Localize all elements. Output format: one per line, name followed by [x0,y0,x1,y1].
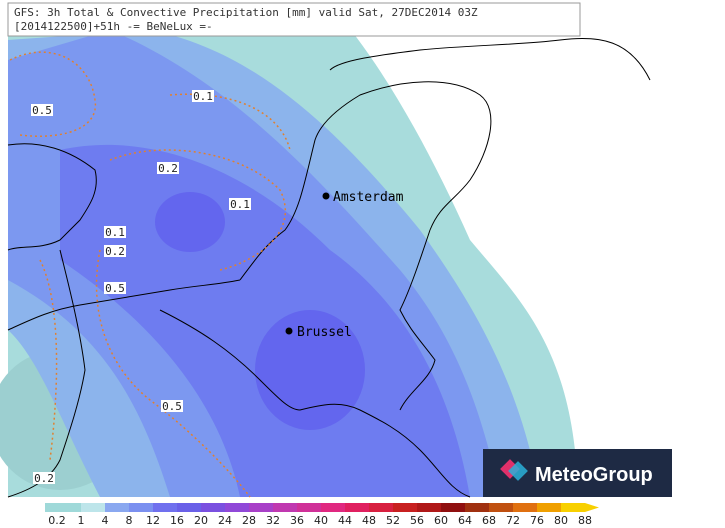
colorbar-label: 32 [266,514,280,527]
precip-field [0,5,578,497]
header-line: GFS: 3h Total & Convective Precipitation… [14,6,478,19]
colorbar-segment [105,503,129,512]
contour-label: 0.2 [105,245,125,258]
logo-text: MeteoGroup [535,464,653,486]
colorbar-label: 64 [458,514,472,527]
colorbar-label: 12 [146,514,160,527]
colorbar-label: 28 [242,514,256,527]
contour-label-bg [104,226,126,238]
colorbar-label: 44 [338,514,352,527]
contour-label: 0.5 [105,282,125,295]
header: GFS: 3h Total & Convective Precipitation… [7,2,581,37]
header-line: [2014122500]+51h -= BeNeLux =- [14,20,213,33]
contour-label: 0.1 [193,90,213,103]
contour-label: 0.1 [105,226,125,239]
colorbar-segment [441,503,465,512]
contour-label-bg [192,90,214,102]
contour-label-bg [104,245,126,257]
colorbar-label: 68 [482,514,496,527]
colorbar-label: 40 [314,514,328,527]
colorbar-segment [369,503,393,512]
contour-label-bg [157,162,179,174]
colorbar-label: 4 [102,514,109,527]
colorbar-label: 72 [506,514,520,527]
colorbar-segment [345,503,369,512]
colorbar-arrow [585,503,599,512]
colorbar-label: 1 [78,514,85,527]
cities: Amsterdam Brussel [285,190,404,340]
city-label: Brussel [297,325,352,340]
colorbar-label: 36 [290,514,304,527]
colorbar-label: 60 [434,514,448,527]
colorbar-segment [465,503,489,512]
colorbar-label: 76 [530,514,544,527]
city-dot [285,327,293,335]
colorbar: 0.2 1 4 8 12 16 20 24 28 32 36 40 44 48 52 56 60 64 68 72 76… [45,503,599,527]
contours [9,51,291,498]
colorbar-segment [393,503,417,512]
colorbar-label: 48 [362,514,376,527]
colorbar-label: 88 [578,514,592,527]
colorbar-label: 16 [170,514,184,527]
contour-labels: 0.5 0.1 0.2 0.1 0.1 0.2 0.5 0.5 0.2 [31,90,251,485]
colorbar-segment [537,503,561,512]
colorbar-label: 8 [126,514,133,527]
colorbar-segment [153,503,177,512]
contour-label-bg [31,104,53,116]
colorbar-label: 80 [554,514,568,527]
colorbar-segment [321,503,345,512]
coastlines [7,37,651,498]
colorbar-segment [417,503,441,512]
colorbar-segment [249,503,273,512]
colorbar-label: 24 [218,514,232,527]
header-box [7,2,581,37]
colorbar-label: 52 [386,514,400,527]
contour-label-bg [104,282,126,294]
colorbar-segment [201,503,225,512]
colorbar-label: 20 [194,514,208,527]
colorbar-segment [561,503,585,512]
contour-label-bg [161,400,183,412]
contour-label: 0.5 [162,400,182,413]
city-dot [322,192,330,200]
colorbar-segment [297,503,321,512]
contour-label: 0.5 [32,104,52,117]
colorbar-segment [45,503,81,512]
city-label: Amsterdam [333,190,404,205]
colorbar-segment [489,503,513,512]
logo: MeteoGroup [483,449,672,497]
colorbar-segment [513,503,537,512]
colorbar-segment [273,503,297,512]
contour-label-bg [229,198,251,210]
logo-icon [508,461,528,481]
contour-label: 0.2 [158,162,178,175]
contour-label: 0.2 [34,472,54,485]
colorbar-segment [129,503,153,512]
colorbar-segment [177,503,201,512]
colorbar-segment [225,503,249,512]
colorbar-label: 56 [410,514,424,527]
colorbar-label: 0.2 [48,514,66,527]
contour-label: 0.1 [230,198,250,211]
contour-label-bg [33,472,55,484]
colorbar-segment [81,503,105,512]
